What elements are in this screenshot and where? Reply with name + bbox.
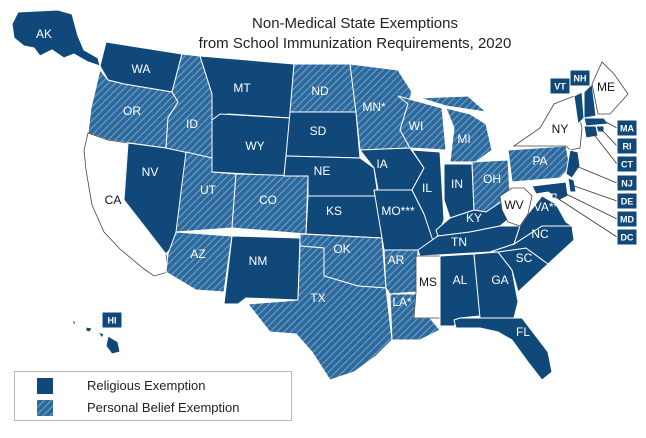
state-label-de: DE: [621, 197, 634, 207]
state-label-dc: DC: [621, 233, 634, 243]
legend-swatch-religious: [37, 378, 53, 394]
state-label-ga: GA: [491, 273, 508, 287]
state-label-ut: UT: [200, 183, 217, 197]
state-label-vt: VT: [554, 82, 566, 92]
state-label-ok: OK: [333, 242, 350, 256]
state-ks: [305, 195, 383, 239]
state-md: [531, 181, 569, 201]
state-pa: [507, 145, 571, 183]
leader-line-de: [573, 185, 618, 202]
state-label-box-hi: [101, 311, 123, 329]
state-label-ia: IA: [376, 157, 387, 171]
state-label-nd: ND: [311, 84, 329, 98]
state-label-mn: MN*: [362, 100, 386, 114]
leader-line-ri: [601, 129, 618, 147]
state-label-il: IL: [422, 181, 432, 195]
state-label-ar: AR: [388, 253, 405, 267]
state-al: [439, 253, 481, 327]
state-ak: [11, 9, 101, 67]
state-label-mo: MO***: [381, 204, 415, 218]
state-ny: [512, 95, 583, 151]
state-il: [411, 149, 445, 246]
legend-swatch-personal: [37, 400, 53, 416]
state-label-ny: NY: [552, 122, 569, 136]
state-label-wi: WI: [409, 119, 424, 133]
state-label-ms: MS: [419, 275, 437, 289]
state-hi: [71, 318, 121, 355]
state-nh: [583, 82, 597, 119]
map-subtitle: from School Immunization Requirements, 2…: [198, 35, 512, 52]
state-fl: [453, 317, 553, 381]
state-az: [165, 231, 233, 293]
state-label-oh: OH: [483, 172, 501, 186]
leader-line-nj: [575, 165, 618, 184]
state-label-box-ri: [616, 137, 638, 155]
state-me: [591, 61, 629, 115]
state-in: [443, 163, 475, 219]
state-label-ks: KS: [326, 204, 342, 218]
state-label-nh: NH: [574, 74, 587, 84]
legend-label-religious: Religious Exemption: [87, 378, 206, 393]
state-label-nc: NC: [531, 227, 549, 241]
state-label-tn: TN: [451, 235, 467, 249]
state-label-box-dc: [616, 228, 638, 246]
state-label-fl: FL: [516, 325, 530, 339]
state-label-box-de: [616, 192, 638, 210]
state-label-box-nj: [616, 174, 638, 192]
state-label-co: CO: [259, 193, 277, 207]
state-label-nv: NV: [142, 165, 159, 179]
state-label-md: MD: [620, 215, 634, 225]
state-label-va: VA**: [534, 200, 559, 214]
state-label-mi: MI: [457, 132, 470, 146]
state-label-sc: SC: [516, 251, 533, 265]
leader-line-ma: [605, 121, 618, 129]
state-label-mt: MT: [233, 81, 251, 95]
state-tx: [247, 245, 393, 381]
legend: Religious Exemption Personal Belief Exem…: [14, 371, 292, 421]
state-label-nm: NM: [249, 254, 268, 268]
state-label-ky: KY: [466, 211, 482, 225]
state-label-in: IN: [451, 177, 463, 191]
state-ma: [583, 117, 609, 127]
state-label-id: ID: [186, 117, 198, 131]
state-label-nj: NJ: [621, 179, 633, 189]
state-label-ne: NE: [314, 164, 331, 178]
leader-line-ct: [591, 131, 618, 165]
state-label-al: AL: [453, 273, 468, 287]
state-label-wa: WA: [132, 62, 151, 76]
state-label-ct: CT: [621, 160, 633, 170]
state-label-or: OR: [123, 104, 141, 118]
state-label-sd: SD: [310, 124, 327, 138]
state-label-wy: WY: [245, 139, 264, 153]
state-label-me: ME: [597, 80, 615, 94]
state-label-wv: WV: [504, 198, 523, 212]
state-label-pa: PA: [532, 154, 547, 168]
state-label-la: LA*: [392, 295, 412, 309]
state-label-ca: CA: [105, 193, 122, 207]
state-label-box-ct: [616, 155, 638, 173]
state-wi: [397, 95, 447, 151]
leader-line-dc: [553, 195, 618, 238]
state-label-az: AZ: [190, 247, 205, 261]
state-label-tx: TX: [310, 291, 325, 305]
state-ct: [583, 125, 599, 139]
state-label-ak: AK: [36, 27, 52, 41]
leader-line-md: [561, 191, 618, 220]
state-label-box-ma: [616, 119, 638, 137]
state-label-hi: HI: [108, 316, 117, 326]
state-nm: [223, 235, 301, 305]
state-nj: [565, 149, 581, 179]
state-label-box-nh: [569, 69, 591, 87]
map-title: Non-Medical State Exemptions: [252, 15, 458, 32]
state-de: [567, 177, 577, 193]
state-wv: [499, 187, 533, 227]
state-label-ma: MA: [620, 124, 634, 134]
state-label-box-md: [616, 210, 638, 228]
state-label-ri: RI: [623, 142, 632, 152]
legend-label-personal: Personal Belief Exemption: [87, 400, 240, 415]
state-ar: [383, 249, 419, 295]
state-mi: [419, 95, 493, 163]
